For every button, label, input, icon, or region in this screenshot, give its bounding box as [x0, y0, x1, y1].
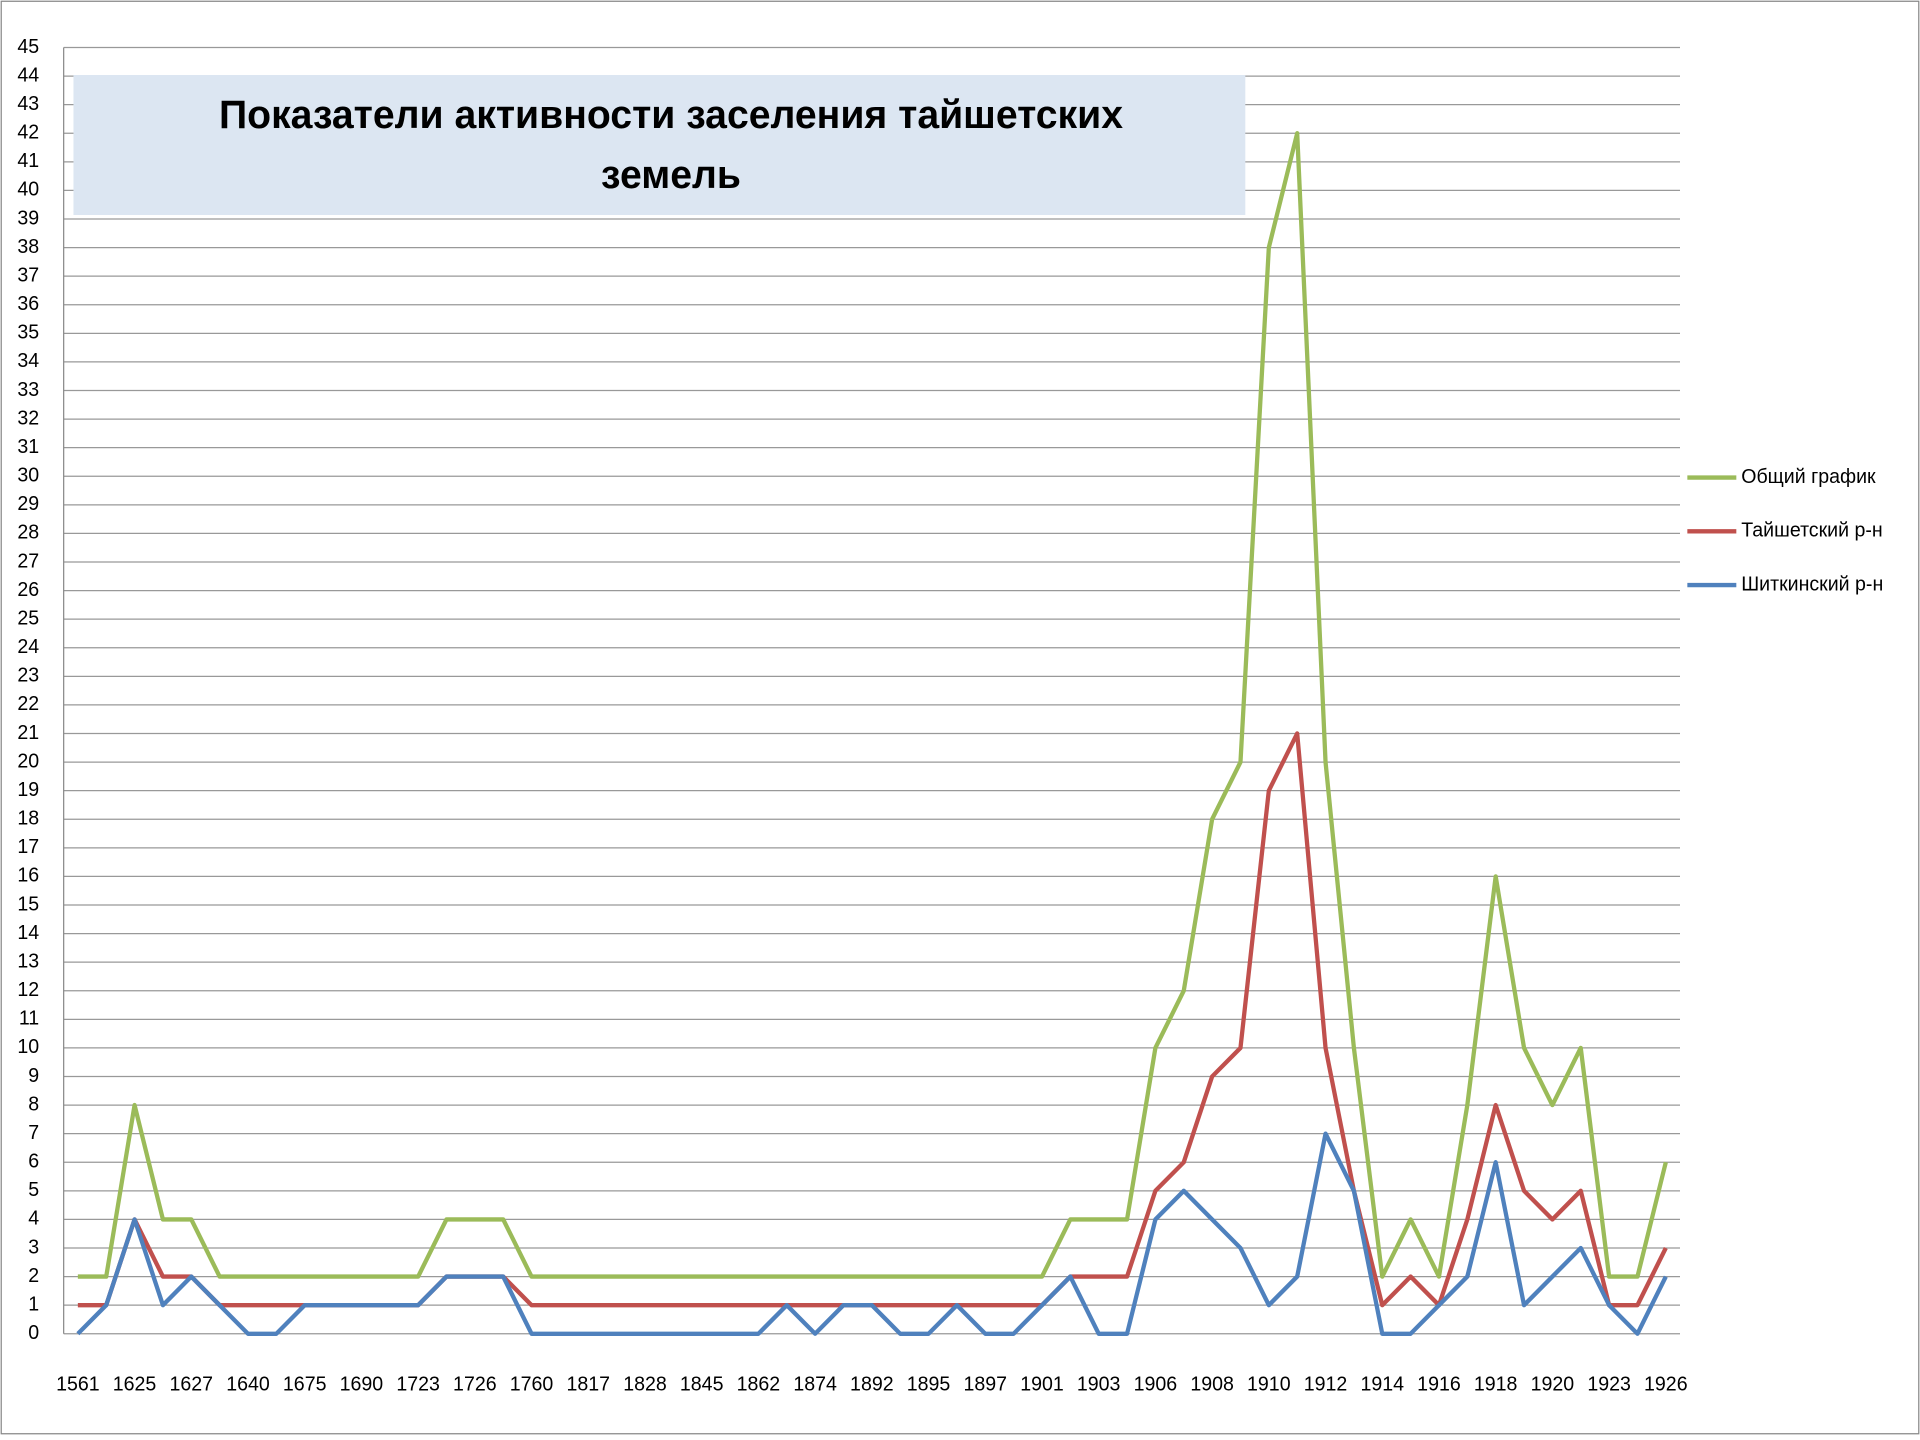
y-tick-label: 5: [28, 1179, 39, 1201]
x-tick-label: 1817: [566, 1373, 610, 1395]
y-tick-label: 34: [17, 350, 39, 372]
x-tick-label: 1723: [396, 1373, 440, 1395]
y-tick-label: 24: [17, 636, 39, 658]
y-tick-label: 42: [17, 121, 39, 143]
y-tick-label: 18: [17, 807, 39, 829]
y-tick-label: 21: [17, 722, 39, 744]
y-tick-label: 39: [17, 207, 39, 229]
y-tick-label: 25: [17, 607, 39, 629]
y-tick-label: 44: [17, 64, 39, 86]
x-tick-label: 1625: [113, 1373, 157, 1395]
x-tick-label: 1897: [963, 1373, 1007, 1395]
y-tick-label: 13: [17, 950, 39, 972]
y-tick-label: 26: [17, 579, 39, 601]
y-tick-label: 30: [17, 464, 39, 486]
y-tick-label: 10: [17, 1036, 39, 1058]
x-tick-label: 1828: [623, 1373, 667, 1395]
series-line: [77, 131, 1668, 1279]
x-tick-label: 1901: [1020, 1373, 1064, 1395]
x-tick-label: 1923: [1587, 1373, 1631, 1395]
y-tick-label: 17: [17, 836, 39, 858]
x-tick-label: 1640: [226, 1373, 270, 1395]
y-tick-label: 11: [19, 1007, 39, 1029]
y-tick-label: 1: [28, 1293, 39, 1315]
y-tick-label: 14: [17, 922, 39, 944]
y-tick-label: 19: [17, 779, 39, 801]
y-tick-label: 37: [17, 264, 39, 286]
x-tick-label: 1926: [1644, 1373, 1688, 1395]
x-tick-label: 1903: [1077, 1373, 1121, 1395]
x-tick-label: 1914: [1360, 1373, 1404, 1395]
y-tick-label: 41: [17, 150, 39, 172]
series-line: [76, 1131, 1668, 1336]
y-tick-label: 40: [17, 179, 39, 201]
y-tick-label: 16: [17, 865, 39, 887]
x-tick-label: 1760: [510, 1373, 554, 1395]
y-tick-label: 23: [17, 664, 39, 686]
x-tick-label: 1862: [737, 1373, 781, 1395]
chart-title: земель: [601, 153, 741, 197]
y-tick-label: 22: [17, 693, 39, 715]
x-tick-label: 1906: [1134, 1373, 1178, 1395]
y-tick-label: 27: [17, 550, 39, 572]
y-tick-label: 45: [17, 36, 39, 58]
y-tick-label: 0: [28, 1322, 39, 1344]
y-tick-label: 43: [17, 93, 39, 115]
x-tick-label: 1627: [169, 1373, 213, 1395]
x-tick-label: 1918: [1474, 1373, 1518, 1395]
y-tick-label: 32: [17, 407, 39, 429]
y-tick-label: 35: [17, 321, 39, 343]
y-tick-label: 28: [17, 522, 39, 544]
x-tick-label: 1726: [453, 1373, 497, 1395]
y-tick-label: 31: [17, 436, 39, 458]
y-tick-label: 20: [17, 750, 39, 772]
chart-title: Показатели активности заселения тайшетск…: [219, 93, 1123, 137]
x-tick-label: 1920: [1531, 1373, 1575, 1395]
y-tick-label: 36: [17, 293, 39, 315]
legend-label: Общий график: [1741, 466, 1876, 488]
legend-label: Шиткинский р-н: [1741, 573, 1883, 595]
y-tick-label: 2: [28, 1265, 39, 1287]
y-tick-label: 9: [28, 1065, 39, 1087]
x-tick-label: 1690: [340, 1373, 384, 1395]
y-tick-label: 6: [28, 1150, 39, 1172]
y-tick-label: 33: [17, 379, 39, 401]
x-tick-label: 1845: [680, 1373, 724, 1395]
y-tick-label: 7: [28, 1122, 39, 1144]
y-tick-label: 12: [17, 979, 39, 1001]
title-box: [73, 75, 1246, 215]
x-tick-label: 1561: [56, 1373, 100, 1395]
y-tick-label: 4: [28, 1208, 39, 1230]
x-tick-label: 1916: [1417, 1373, 1461, 1395]
y-tick-label: 8: [28, 1093, 39, 1115]
x-tick-label: 1675: [283, 1373, 327, 1395]
x-tick-label: 1908: [1190, 1373, 1234, 1395]
y-tick-label: 29: [17, 493, 39, 515]
y-tick-label: 15: [17, 893, 39, 915]
y-tick-label: 3: [28, 1236, 39, 1258]
x-tick-label: 1874: [793, 1373, 837, 1395]
legend-label: Тайшетский р-н: [1741, 519, 1882, 541]
x-tick-label: 1910: [1247, 1373, 1291, 1395]
x-tick-label: 1892: [850, 1373, 894, 1395]
x-tick-label: 1895: [907, 1373, 951, 1395]
x-tick-label: 1912: [1304, 1373, 1348, 1395]
y-tick-label: 38: [17, 236, 39, 258]
